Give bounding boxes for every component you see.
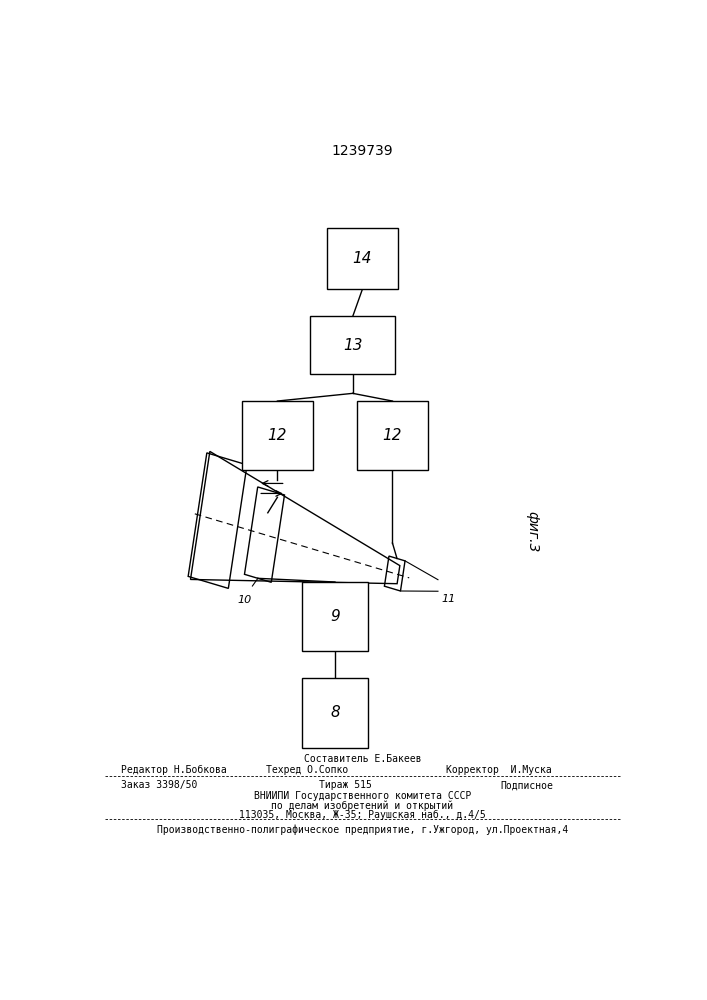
Text: 14: 14: [353, 251, 372, 266]
Text: ВНИИПИ Государственного комитета СССР: ВНИИПИ Государственного комитета СССР: [254, 791, 471, 801]
Bar: [302, 678, 368, 748]
Text: фиг.3: фиг.3: [525, 511, 539, 553]
Text: 12: 12: [382, 428, 402, 443]
Text: 13: 13: [343, 338, 363, 353]
Text: 12: 12: [268, 428, 287, 443]
Bar: [302, 582, 368, 651]
Bar: [310, 316, 395, 374]
Text: по делам изобретений и открытий: по делам изобретений и открытий: [271, 800, 453, 811]
Text: 9: 9: [330, 609, 340, 624]
Bar: [242, 401, 313, 470]
Text: Техред О.Сопко: Техред О.Сопко: [267, 765, 349, 775]
Bar: [327, 228, 398, 289]
Text: 11: 11: [442, 594, 456, 604]
Text: Производственно-полиграфическое предприятие, г.Ужгород, ул.Проектная,4: Производственно-полиграфическое предприя…: [157, 825, 568, 835]
Text: 113035, Москва, Ж-35; Раушская наб., д.4/5: 113035, Москва, Ж-35; Раушская наб., д.4…: [239, 809, 486, 820]
Text: Подписное: Подписное: [501, 780, 553, 790]
Text: 10: 10: [237, 595, 251, 605]
Text: Корректор  И.Муска: Корректор И.Муска: [446, 765, 552, 775]
Text: 1239739: 1239739: [332, 144, 393, 158]
Text: Составитель Е.Бакеев: Составитель Е.Бакеев: [303, 754, 421, 764]
Text: Редактор Н.Бобкова: Редактор Н.Бобкова: [122, 765, 227, 775]
Bar: [357, 401, 428, 470]
Text: 8: 8: [330, 705, 340, 720]
Text: Заказ 3398/50: Заказ 3398/50: [122, 780, 198, 790]
Text: Тираж 515: Тираж 515: [320, 780, 373, 790]
